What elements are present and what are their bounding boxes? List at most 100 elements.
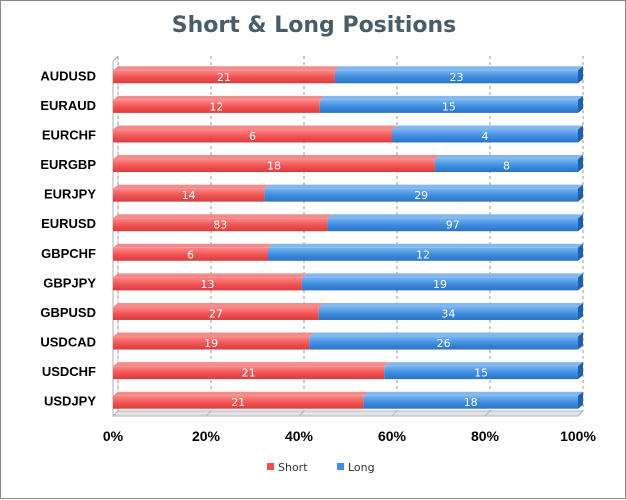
data-label: 15	[442, 100, 456, 113]
bar-front-face	[319, 99, 578, 113]
bar-front-face	[384, 366, 578, 380]
bar-top-face	[113, 362, 390, 367]
bar-top-face	[113, 66, 340, 71]
data-label: 14	[182, 189, 196, 202]
category-label: EURCHF	[42, 127, 96, 142]
bar-front-face	[113, 277, 302, 291]
long-bar-segment: 23	[334, 66, 583, 84]
gridline-floor	[112, 410, 119, 417]
short-bar-segment: 83	[113, 214, 333, 232]
category-label: GBPUSD	[40, 305, 96, 320]
data-label: 21	[217, 71, 231, 84]
bar-front-face	[264, 188, 578, 202]
data-label: 97	[446, 219, 460, 232]
data-label: 26	[437, 337, 451, 350]
data-label: 13	[200, 278, 214, 291]
bar-top-face	[384, 362, 583, 367]
short-bar-segment: 6	[113, 243, 273, 261]
bar-top-face	[327, 214, 583, 219]
short-bar-segment: 6	[113, 125, 397, 143]
bar-top-face	[363, 391, 583, 396]
bar-front-face	[113, 306, 319, 320]
bar-top-face	[113, 95, 325, 100]
bar-top-face	[434, 155, 583, 160]
bar-front-face	[113, 99, 320, 113]
data-label: 19	[433, 278, 447, 291]
short-bar-segment: 21	[113, 66, 340, 84]
gridline-floor	[577, 410, 584, 417]
bar-front-face	[113, 218, 328, 232]
bar-side-face	[578, 184, 583, 202]
bar-side-face	[578, 302, 583, 320]
bar-front-face	[113, 70, 335, 84]
long-bar-segment: 15	[384, 362, 583, 380]
bar-side-face	[578, 391, 583, 409]
bar-top-face	[113, 391, 369, 396]
long-bar-segment: 26	[309, 332, 583, 350]
x-tick-label: 40%	[285, 428, 314, 444]
gridline-floor	[298, 410, 305, 417]
data-label: 18	[464, 396, 478, 409]
data-label: 6	[187, 248, 194, 261]
legend: Short Long	[267, 461, 375, 474]
bar-front-face	[113, 129, 392, 143]
long-bar-segment: 97	[327, 214, 583, 232]
bar-front-face	[113, 366, 385, 380]
bar-side-face	[578, 362, 583, 380]
category-labels: AUDUSD EURAUD EURCHF EURGBP EURJPY EURUSD GBPC…	[40, 68, 96, 408]
plot-floor	[111, 410, 585, 417]
bar-front-face	[113, 159, 435, 173]
chart-title: Short & Long Positions	[172, 13, 457, 38]
bar-side-face	[578, 214, 583, 232]
long-bar-segment: 15	[319, 95, 583, 113]
bar-top-face	[113, 302, 324, 307]
bar-front-face	[363, 395, 578, 409]
bar-top-face	[268, 243, 583, 248]
category-label: EURGBP	[40, 157, 96, 172]
bar-side-face	[578, 332, 583, 350]
bar-top-face	[113, 243, 273, 248]
bar-top-face	[301, 273, 583, 278]
category-label: USDCHF	[42, 364, 96, 379]
data-label: 23	[449, 71, 463, 84]
bar-side-face	[578, 273, 583, 291]
bar-front-face	[309, 336, 578, 350]
data-label: 15	[474, 367, 488, 380]
bar-top-face	[309, 332, 583, 337]
bar-top-face	[113, 184, 270, 189]
x-tick-label: 0%	[103, 428, 124, 444]
legend-label: Short	[278, 461, 308, 474]
data-label: 21	[242, 367, 256, 380]
plot-background	[113, 56, 583, 416]
category-label: EURJPY	[44, 187, 96, 202]
bar-side-face	[578, 66, 583, 84]
bar-top-face	[392, 125, 583, 130]
bar-front-face	[392, 129, 578, 143]
category-label: AUDUSD	[40, 68, 96, 83]
bar-top-face	[334, 66, 583, 71]
long-bar-segment: 34	[318, 302, 583, 320]
gridline-floor	[205, 410, 212, 417]
category-label: EURAUD	[40, 98, 96, 113]
category-label: EURUSD	[41, 216, 96, 231]
x-axis-ticks: 0% 20% 40% 60% 80% 100%	[103, 428, 597, 444]
data-label: 18	[267, 160, 281, 173]
long-bar-segment: 12	[268, 243, 583, 261]
bar-top-face	[318, 302, 583, 307]
long-legend-swatch	[337, 463, 344, 470]
bar-front-face	[113, 188, 265, 202]
x-tick-label: 100%	[560, 428, 596, 444]
x-tick-label: 60%	[378, 428, 407, 444]
bar-side-face	[578, 125, 583, 143]
category-label: GBPJPY	[43, 275, 96, 290]
bar-front-face	[113, 395, 364, 409]
bar-top-face	[113, 125, 397, 130]
short-bar-segment: 14	[113, 184, 270, 202]
bars: 21 23 12 15 6 4 18 8 14 29 83 97 6 12 13 19 27 34 19 26 21 15…	[113, 66, 583, 409]
category-label: GBPCHF	[41, 246, 96, 261]
bar-top-face	[113, 155, 440, 160]
bar-top-face	[113, 273, 307, 278]
bar-top-face	[319, 95, 583, 100]
gridline-floor	[484, 410, 491, 417]
long-bar-segment: 29	[264, 184, 583, 202]
